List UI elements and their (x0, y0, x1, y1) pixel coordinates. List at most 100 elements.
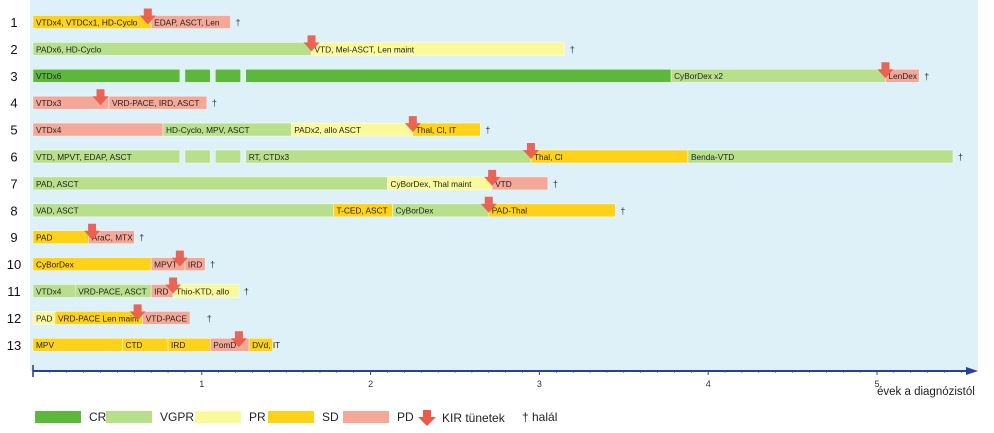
kir-arrow-icon (480, 196, 497, 213)
segment-label-11-3: Thio-KTD, allo (176, 286, 229, 296)
segment-label-7-1: CyBorDex, Thal maint (390, 179, 472, 189)
segment-label-5-3: Thal, Cl, IT (416, 125, 457, 135)
row-label-patient-10: 10 (7, 257, 21, 272)
segment-label-5-0: VTDx4 (36, 125, 62, 135)
segment-label-6-4: Thal, Cl (534, 152, 563, 162)
legend-item-pd: PD (343, 410, 414, 424)
x-axis-title: évek a diagnózistól (877, 386, 975, 398)
legend-swatch-vgpr (106, 411, 152, 423)
segment-bar-12-2 (142, 311, 191, 325)
legend-item-kir: KIR tünetek (418, 410, 505, 426)
segment-bar-3-2 (215, 69, 241, 83)
death-marker-10: † (210, 260, 215, 270)
x-tick-label-2: 2 (368, 379, 373, 389)
legend-item-pr: PR (195, 410, 266, 424)
segment-label-2-0: PADx6, HD-Cyclo (36, 44, 102, 54)
segment-label-6-3: RT, CTDx3 (249, 152, 290, 162)
segment-bar-13-4 (248, 337, 273, 352)
segment-label-8-1: T-CED, ASCT (336, 206, 387, 216)
segment-label-8-0: VAD, ASCT (36, 206, 79, 216)
segment-label-2-1: VTD, Mel-ASCT, Len maint (315, 44, 415, 54)
legend-swatch-cr (35, 411, 81, 423)
legend-label-vgpr: VGPR (160, 410, 195, 424)
legend-item-death: † halál (522, 410, 557, 424)
death-marker-5: † (485, 125, 490, 135)
legend-label-pd: PD (397, 410, 414, 424)
x-tick-label-5: 5 (874, 379, 879, 389)
death-marker-11: † (244, 287, 249, 297)
segment-label-6-5: Benda-VTD (691, 152, 734, 162)
kir-arrow-icon (165, 277, 182, 294)
segment-label-3-4: CyBorDex x2 (674, 71, 723, 81)
kir-arrow-icon (877, 62, 894, 79)
legend: CR VGPR PR SD PD KIR tünetek † halál (0, 406, 994, 433)
row-label-patient-6: 6 (10, 150, 17, 165)
segment-bar-6-5 (687, 149, 954, 164)
legend-swatch-pr (195, 411, 241, 423)
segment-bar-1-1 (150, 15, 231, 29)
segment-bar-9-1 (88, 230, 135, 244)
x-tick-label-4: 4 (706, 379, 711, 389)
segment-label-3-0: VTDx6 (36, 71, 62, 81)
row-label-patient-3: 3 (10, 69, 17, 84)
segment-bar-3-3 (245, 69, 672, 83)
segment-label-10-2: IRD (188, 260, 202, 270)
segment-label-1-0: VTDx4, VTDCx1, HD-Cyclo (36, 17, 138, 27)
legend-label-pr: PR (249, 410, 266, 424)
segment-label-13-0: MPV (36, 340, 54, 350)
segment-label-11-2: IRD (154, 286, 168, 296)
segment-label-9-1: AraC, MTX (92, 233, 133, 243)
kir-arrow-icon (139, 8, 156, 25)
row-label-patient-2: 2 (10, 42, 17, 57)
kir-arrow-icon (418, 410, 436, 426)
legend-label-cr: CR (89, 410, 107, 424)
kir-arrow-icon (129, 304, 146, 321)
segment-label-7-2: VTD (495, 179, 512, 189)
segment-bar-6-1 (184, 149, 211, 164)
segment-label-12-0: PAD (36, 313, 52, 323)
segment-label-11-0: VTDx4 (36, 286, 62, 296)
segment-bar-7-0 (32, 176, 388, 191)
segment-bar-10-2 (184, 257, 206, 271)
row-label-patient-13: 13 (7, 338, 21, 353)
kir-arrow-icon (92, 89, 109, 106)
segment-label-13-2: IRD (171, 340, 185, 350)
death-marker-2: † (570, 44, 575, 54)
segment-label-10-0: CyBorDex (36, 260, 75, 270)
x-tick-label-1: 1 (199, 379, 204, 389)
legend-label-sd: SD (322, 410, 339, 424)
legend-label-kir: KIR tünetek (442, 411, 505, 425)
segment-bar-6-2 (215, 149, 241, 164)
death-marker-9: † (139, 233, 144, 243)
kir-arrow-icon (522, 143, 539, 159)
legend-item-vgpr: VGPR (106, 410, 194, 424)
segment-label-11-1: VRD-PACE, ASCT (78, 286, 147, 296)
row-label-patient-12: 12 (7, 311, 21, 326)
segment-label-8-2: CyBorDex (396, 206, 435, 216)
kir-arrow-icon (404, 116, 421, 133)
segment-label-4-1: VRD-PACE, IRD, ASCT (112, 98, 199, 108)
segment-label-7-0: PAD, ASCT (36, 179, 79, 189)
segment-bar-4-1 (108, 95, 208, 110)
death-marker-7: † (553, 179, 558, 189)
segment-label-10-1: MPVT (154, 260, 177, 270)
x-axis-arrowhead (966, 367, 978, 375)
legend-item-cr: CR (35, 410, 106, 424)
death-marker-6: † (958, 152, 963, 162)
kir-arrow-icon (84, 223, 101, 240)
death-marker-1: † (235, 18, 240, 28)
row-label-patient-5: 5 (10, 123, 17, 138)
legend-swatch-pd (343, 411, 389, 423)
legend-item-sd: SD (268, 410, 339, 424)
segment-label-12-1: VRD-PACE Len maint (58, 313, 140, 323)
row-label-patient-4: 4 (10, 96, 17, 111)
segment-label-13-3: PomD (213, 340, 236, 350)
kir-arrow-icon (171, 250, 188, 267)
kir-arrow-icon (484, 169, 501, 186)
segment-label-5-1: HD-Cyclo, MPV, ASCT (166, 125, 250, 135)
death-marker-8: † (620, 206, 625, 216)
segment-label-8-3: PAD-Thal (492, 206, 528, 216)
row-label-patient-7: 7 (10, 176, 17, 191)
row-label-patient-1: 1 (10, 15, 17, 30)
segment-bar-3-1 (184, 69, 211, 83)
